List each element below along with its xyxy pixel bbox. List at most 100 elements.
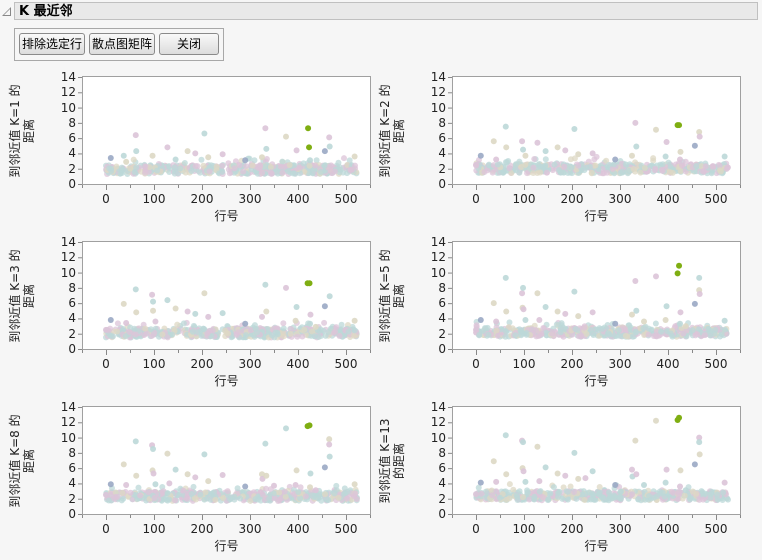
scatter-plot-2[interactable]: 到邻近值 K=2 的距离 0 2 4 6 8 10 12 14 0 100 200 300 400 500 行… [370,65,750,230]
y-tick-label: 0 [438,507,446,521]
exclude-selected-rows-button[interactable]: 排除选定行 [19,33,85,55]
x-tick-label: 200 [560,192,584,206]
x-tick-label: 500 [704,522,728,536]
y-tick-label: 6 [438,131,446,146]
y-tick-label: 8 [438,280,446,295]
x-tick-label: 0 [472,357,480,371]
x-tick-label: 400 [286,522,310,536]
x-axis-label: 行号 [214,209,239,223]
x-axis-label: 行号 [214,539,239,553]
x-tick-label: 200 [190,522,214,536]
disclosure-triangle-icon[interactable] [2,7,11,16]
scatter-points [448,242,741,355]
y-tick-label: 2 [438,326,446,341]
y-tick-label: 12 [430,85,446,100]
x-tick-label: 100 [512,357,536,371]
y-tick-label: 14 [430,70,446,84]
x-tick-label: 300 [608,192,632,206]
y-tick-label: 4 [438,146,446,161]
y-tick-label: 10 [60,265,76,280]
y-tick-label: 12 [60,250,76,265]
x-axis-label: 行号 [584,374,609,388]
y-tick-label: 0 [68,507,76,521]
y-tick-label: 12 [430,415,446,430]
y-tick-label: 6 [438,296,446,311]
scatter-plot-3[interactable]: 到邻近值 K=3 的距离 0 2 4 6 8 10 12 14 0 100 200 300 400 500 行… [0,230,380,395]
scatter-plot-6[interactable]: 到邻近值 K=13 的距离 0 2 4 6 8 10 12 14 0 100 200 300 400 500… [370,395,750,560]
x-tick-label: 300 [608,357,632,371]
y-tick-label: 4 [68,146,76,161]
y-tick-label: 2 [438,161,446,176]
x-tick-label: 200 [560,522,584,536]
x-tick-label: 100 [512,522,536,536]
y-tick-label: 0 [438,177,446,191]
y-tick-label: 10 [430,430,446,445]
y-tick-label: 0 [438,342,446,356]
scatter-plot-1[interactable]: 到邻近值 K=1 的距离 0 2 4 6 8 10 12 14 0 100 200 300 400 500 行… [0,65,380,230]
y-tick-label: 4 [68,311,76,326]
scatter-points [78,407,371,520]
y-tick-label: 6 [68,461,76,476]
x-tick-label: 400 [286,192,310,206]
x-tick-label: 200 [190,357,214,371]
scatter-points [448,77,741,190]
y-tick-label: 6 [438,461,446,476]
x-tick-label: 500 [704,192,728,206]
report-title: K 最近邻 [19,4,73,19]
x-tick-label: 300 [238,192,262,206]
y-tick-label: 2 [438,491,446,506]
x-tick-label: 100 [512,192,536,206]
button-box: 排除选定行 散点图矩阵 关闭 [14,28,224,61]
y-tick-label: 6 [68,296,76,311]
outline-header[interactable]: K 最近邻 [2,2,758,20]
y-tick-label: 14 [430,235,446,249]
x-tick-label: 500 [704,357,728,371]
y-tick-label: 2 [68,491,76,506]
y-tick-label: 4 [68,476,76,491]
y-tick-label: 14 [60,235,76,249]
y-tick-label: 8 [68,115,76,130]
y-tick-label: 8 [438,445,446,460]
x-tick-label: 400 [286,357,310,371]
x-axis-label: 行号 [584,209,609,223]
scatter-points [78,242,371,355]
y-tick-label: 14 [60,400,76,414]
y-tick-label: 12 [430,250,446,265]
y-tick-label: 8 [438,115,446,130]
y-tick-label: 10 [60,100,76,115]
x-tick-label: 0 [102,192,110,206]
y-tick-label: 10 [430,265,446,280]
scatter-plot-5[interactable]: 到邻近值 K=8 的距离 0 2 4 6 8 10 12 14 0 100 200 300 400 500 行… [0,395,380,560]
x-tick-label: 500 [334,357,358,371]
y-tick-label: 12 [60,415,76,430]
x-tick-label: 500 [334,192,358,206]
y-tick-label: 0 [68,177,76,191]
y-tick-label: 6 [68,131,76,146]
y-tick-label: 2 [68,161,76,176]
y-tick-label: 8 [68,445,76,460]
y-tick-label: 4 [438,311,446,326]
scatter-points [448,407,741,520]
x-axis-label: 行号 [214,374,239,388]
x-tick-label: 100 [142,522,166,536]
x-tick-label: 300 [238,357,262,371]
x-tick-label: 300 [608,522,632,536]
y-tick-label: 14 [430,400,446,414]
close-button[interactable]: 关闭 [159,33,219,55]
y-tick-label: 14 [60,70,76,84]
x-tick-label: 200 [190,192,214,206]
x-tick-label: 100 [142,192,166,206]
x-tick-label: 100 [142,357,166,371]
scatter-points [78,77,371,190]
x-tick-label: 500 [334,522,358,536]
x-tick-label: 0 [472,522,480,536]
y-tick-label: 10 [60,430,76,445]
y-tick-label: 10 [430,100,446,115]
x-tick-label: 0 [102,522,110,536]
x-tick-label: 200 [560,357,584,371]
x-tick-label: 400 [656,522,680,536]
y-tick-label: 2 [68,326,76,341]
scatter-plot-4[interactable]: 到邻近值 K=5 的距离 0 2 4 6 8 10 12 14 0 100 200 300 400 500 行… [370,230,750,395]
y-tick-label: 8 [68,280,76,295]
scatterplot-matrix-button[interactable]: 散点图矩阵 [89,33,155,55]
